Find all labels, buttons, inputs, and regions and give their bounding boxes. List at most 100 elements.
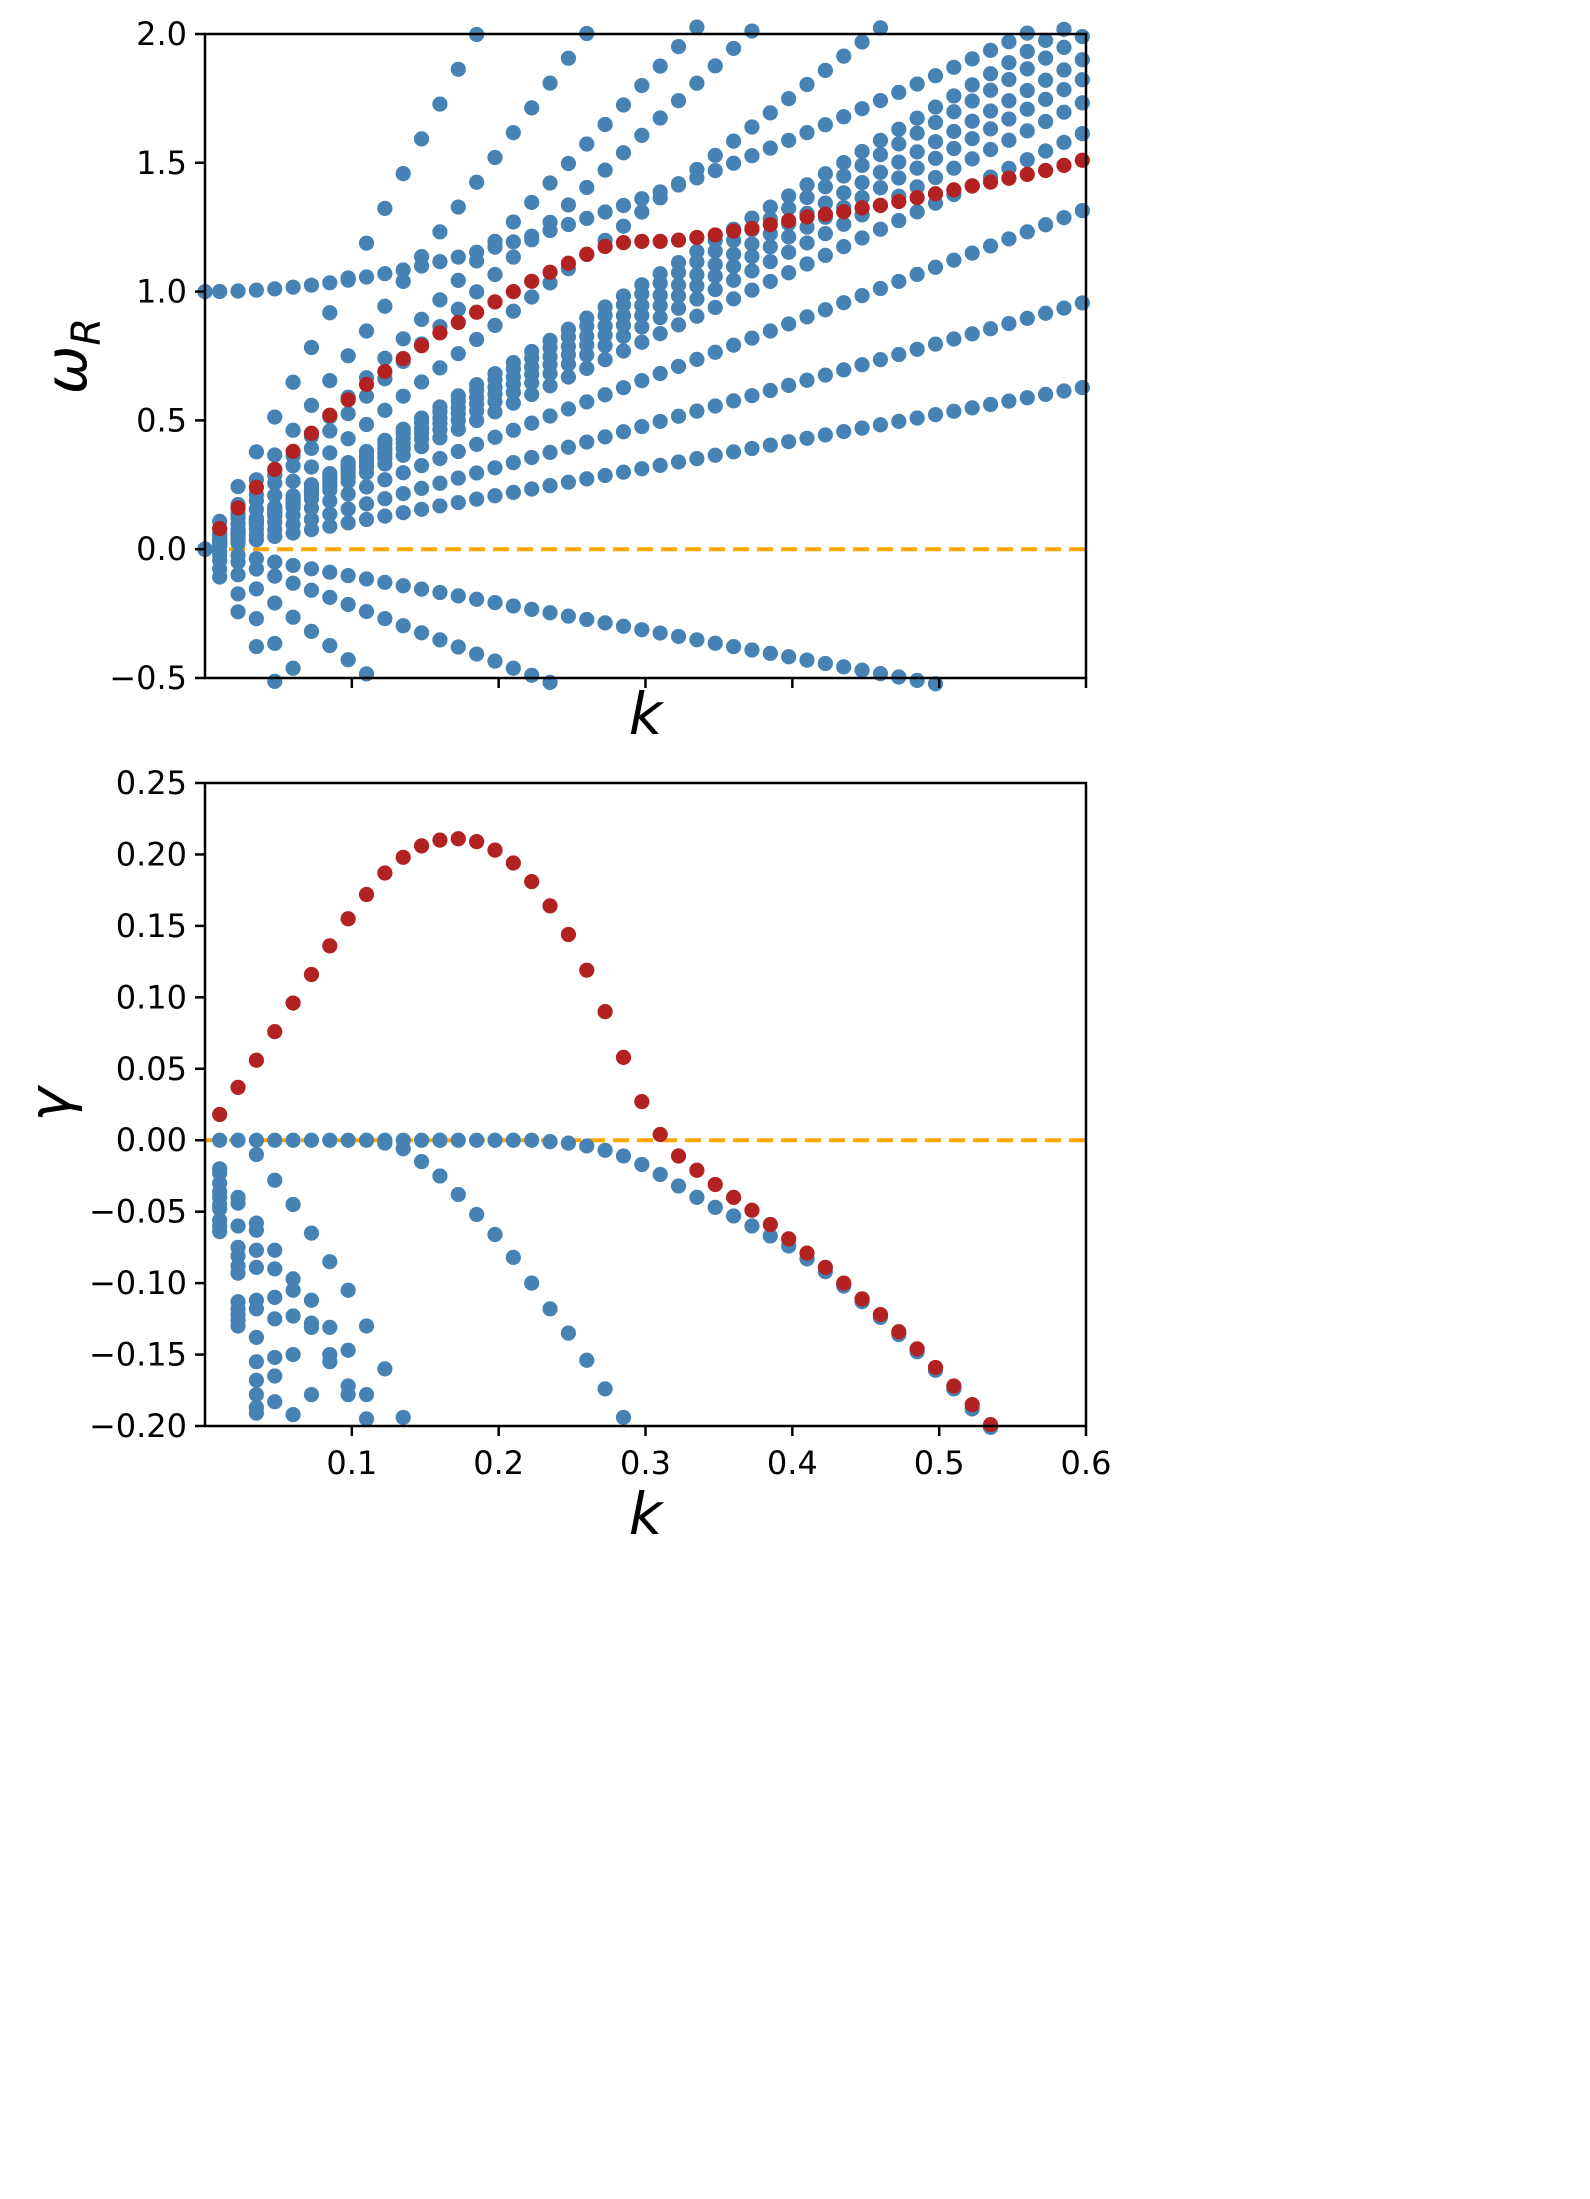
omega-blue-point	[1019, 43, 1035, 60]
omega-blue-point	[322, 506, 338, 522]
omega-blue-point	[854, 662, 870, 678]
omega-blue-point	[285, 516, 301, 533]
gamma-blue-point	[560, 1325, 577, 1341]
omega-blue-point	[726, 258, 742, 274]
omega-blue-point	[560, 197, 577, 213]
omega-blue-point	[689, 351, 705, 367]
omega-blue-point	[854, 157, 870, 173]
omega-blue-point	[579, 434, 595, 450]
omega-blue-point	[652, 110, 668, 126]
omega-blue-point	[395, 273, 411, 290]
omega-blue-point	[909, 125, 925, 141]
omega-blue-point	[689, 632, 705, 648]
omega-blue-point	[597, 352, 613, 368]
gamma-blue-point	[413, 1154, 430, 1170]
gamma-red-point	[267, 1024, 283, 1040]
gamma-red-point	[212, 1106, 228, 1123]
omega-blue-point	[1056, 383, 1072, 399]
omega-blue-point	[927, 259, 944, 275]
omega-blue-point	[799, 76, 815, 93]
omega-blue-point	[946, 104, 962, 120]
omega-red-point	[1056, 157, 1072, 173]
omega-blue-point	[285, 496, 301, 512]
omega-blue-point	[946, 160, 962, 176]
omega-blue-point	[634, 204, 650, 220]
omega-blue-point	[872, 132, 889, 148]
gamma-red-point	[432, 832, 448, 848]
omega-blue-point	[413, 420, 430, 436]
bottom-y-ticks: −0.20 −0.15 −0.10 −0.05 0.00 0.05 0.10 0.15 0.20…	[89, 764, 205, 1445]
omega-blue-point	[891, 413, 907, 429]
omega-blue-point	[982, 103, 999, 119]
omega-blue-point	[799, 189, 815, 206]
omega-blue-point	[413, 581, 430, 597]
omega-blue-point	[524, 601, 540, 617]
omega-blue-point	[267, 595, 283, 611]
omega-blue-point	[542, 605, 558, 621]
gamma-blue-point	[377, 1135, 393, 1151]
omega-blue-point	[1056, 210, 1072, 226]
gamma-blue-point	[267, 1132, 283, 1148]
omega-blue-point	[707, 344, 723, 360]
omega-blue-point	[303, 277, 320, 293]
omega-blue-point	[505, 125, 521, 141]
y-tick-label: 1.0	[136, 273, 187, 311]
omega-red-point	[230, 500, 246, 516]
omega-blue-point	[1038, 113, 1054, 130]
omega-blue-point	[524, 449, 540, 466]
omega-blue-point	[377, 350, 393, 366]
omega-blue-point	[322, 637, 338, 654]
omega-blue-point	[267, 447, 283, 463]
omega-blue-point	[560, 401, 577, 417]
omega-blue-point	[836, 185, 852, 201]
y-tick-label: 2.0	[136, 15, 187, 53]
omega-blue-point	[505, 484, 521, 500]
omega-blue-point	[836, 659, 852, 675]
gamma-blue-point	[340, 1132, 356, 1148]
omega-blue-point	[432, 360, 448, 376]
omega-blue-point	[413, 374, 430, 390]
omega-blue-point	[652, 287, 668, 303]
omega-blue-point	[689, 450, 705, 467]
omega-red-point	[817, 206, 833, 222]
omega-blue-point	[670, 38, 687, 55]
omega-red-point	[1019, 166, 1035, 182]
omega-red-point	[707, 227, 723, 243]
omega-blue-point	[781, 244, 797, 260]
omega-blue-point	[707, 282, 723, 298]
omega-blue-point	[524, 386, 540, 403]
omega-blue-point	[267, 475, 283, 491]
omega-red-point	[1001, 170, 1017, 186]
omega-blue-point	[487, 317, 503, 333]
omega-blue-point	[982, 396, 999, 413]
omega-blue-point	[872, 164, 889, 180]
omega-blue-point	[505, 384, 521, 400]
omega-blue-point	[560, 216, 577, 233]
omega-blue-point	[505, 422, 521, 438]
bottom-red-points	[212, 831, 999, 1433]
omega-blue-point	[781, 229, 797, 245]
gamma-blue-point	[469, 1206, 485, 1223]
gamma-blue-point	[285, 1346, 301, 1363]
gamma-red-point	[450, 831, 466, 847]
omega-blue-point	[1038, 72, 1054, 88]
y-tick-label: 0.00	[116, 1121, 187, 1159]
omega-blue-point	[395, 618, 411, 634]
omega-red-point	[891, 193, 907, 210]
omega-blue-point	[799, 235, 815, 251]
bottom-x-axis-label: k	[629, 1480, 665, 1548]
omega-blue-point	[836, 155, 852, 171]
omega-blue-point	[946, 123, 962, 140]
omega-blue-point	[726, 133, 742, 149]
omega-blue-point	[285, 458, 301, 474]
gamma-blue-point	[248, 1372, 264, 1388]
omega-blue-point	[469, 253, 485, 269]
omega-blue-point	[891, 273, 907, 290]
omega-red-point	[303, 425, 320, 441]
omega-red-point	[689, 229, 705, 246]
omega-blue-point	[689, 278, 705, 294]
omega-blue-point	[322, 478, 338, 494]
omega-blue-point	[579, 360, 595, 376]
gamma-blue-point	[432, 1168, 448, 1184]
gamma-blue-point	[285, 1132, 301, 1148]
